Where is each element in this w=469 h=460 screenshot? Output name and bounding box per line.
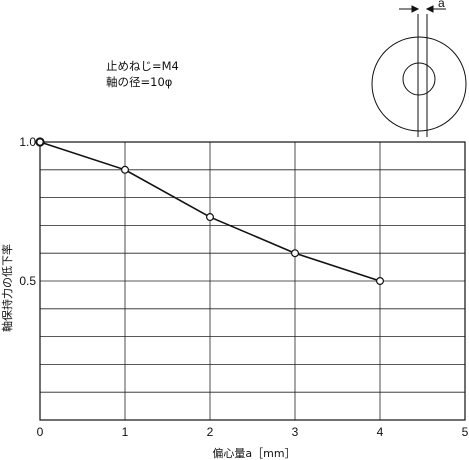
x-tick-label: 1 bbox=[122, 425, 129, 439]
x-tick-label: 4 bbox=[377, 425, 384, 439]
data-point bbox=[120, 165, 129, 174]
x-tick-labels: 0 1 2 3 4 5 bbox=[37, 425, 469, 439]
annotation-shaft: 軸の径=10φ bbox=[106, 75, 172, 89]
data-point bbox=[291, 249, 300, 258]
y-tick-label: 1.0 bbox=[19, 135, 36, 149]
y-tick-label: 0.5 bbox=[19, 274, 36, 288]
y-tick-labels: 1.0 0.5 bbox=[19, 135, 36, 288]
data-point bbox=[376, 277, 385, 286]
grid bbox=[40, 142, 465, 420]
axes bbox=[39, 141, 466, 421]
x-axis-title: 偏心量a［mm］ bbox=[212, 446, 295, 460]
x-tick-label: 2 bbox=[207, 425, 214, 439]
x-tick-label: 3 bbox=[292, 425, 299, 439]
y-axis-title: 軸保持力の低下率 bbox=[0, 244, 14, 332]
x-tick-label: 0 bbox=[37, 425, 44, 439]
inset-label: a bbox=[438, 0, 445, 10]
data-series bbox=[35, 137, 385, 286]
data-point bbox=[35, 137, 45, 147]
inset-inner-circle bbox=[402, 62, 436, 96]
inset-outer-circle bbox=[371, 36, 467, 132]
inset-diagram bbox=[371, 5, 467, 137]
data-point bbox=[206, 213, 215, 222]
x-tick-label: 5 bbox=[462, 425, 469, 439]
inset-arrow-left bbox=[411, 5, 420, 13]
annotation-screw: 止めねじ=M4 bbox=[106, 59, 179, 73]
plot-frame bbox=[39, 141, 466, 421]
inset-arrow-right bbox=[425, 5, 434, 13]
